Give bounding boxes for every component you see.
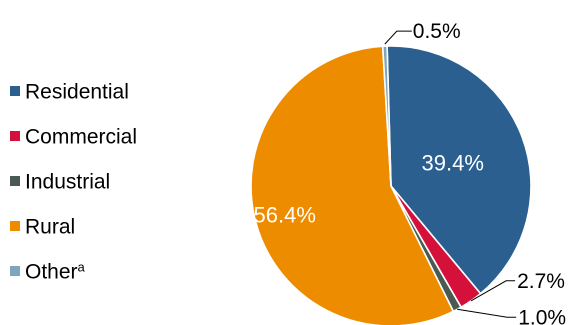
legend-superscript: a (78, 260, 86, 275)
legend-label-industrial: Industrial (25, 171, 110, 194)
pie-slices (250, 45, 532, 325)
legend-swatch-other (10, 266, 20, 276)
legend-label-rural: Rural (25, 216, 75, 239)
legend-item-other: Othera (10, 260, 86, 284)
legend-swatch-residential (10, 86, 20, 96)
pie-slice-residential (386, 45, 532, 295)
legend: Residential Commercial Industrial Rural Othe… (10, 81, 137, 284)
pie-slice-other (381, 45, 392, 187)
legend-swatch-industrial (10, 176, 20, 186)
legend-item-residential: Residential (10, 81, 129, 104)
data-label-rural: 56.4% (254, 202, 316, 227)
data-label-other: 0.5% (413, 20, 461, 43)
legend-label-other: Othera (25, 260, 86, 284)
pie-slice-rural (250, 45, 455, 325)
legend-swatch-commercial (10, 131, 20, 141)
legend-item-industrial: Industrial (10, 171, 110, 194)
data-label-industrial: 1.0% (518, 306, 566, 325)
legend-label-residential: Residential (25, 81, 129, 104)
legend-item-commercial: Commercial (10, 126, 137, 149)
data-label-commercial: 2.7% (517, 270, 565, 293)
data-label-residential: 39.4% (422, 151, 484, 176)
legend-swatch-rural (10, 221, 20, 231)
legend-label-commercial: Commercial (25, 126, 137, 149)
leader-line-other (384, 30, 412, 45)
leader-lines (384, 30, 517, 318)
leader-line-industrial (457, 308, 517, 318)
data-labels: 39.4% 2.7% 1.0% 56.4% 0.5% (254, 20, 567, 325)
leader-line-commercial (470, 280, 516, 302)
legend-item-rural: Rural (10, 216, 75, 239)
